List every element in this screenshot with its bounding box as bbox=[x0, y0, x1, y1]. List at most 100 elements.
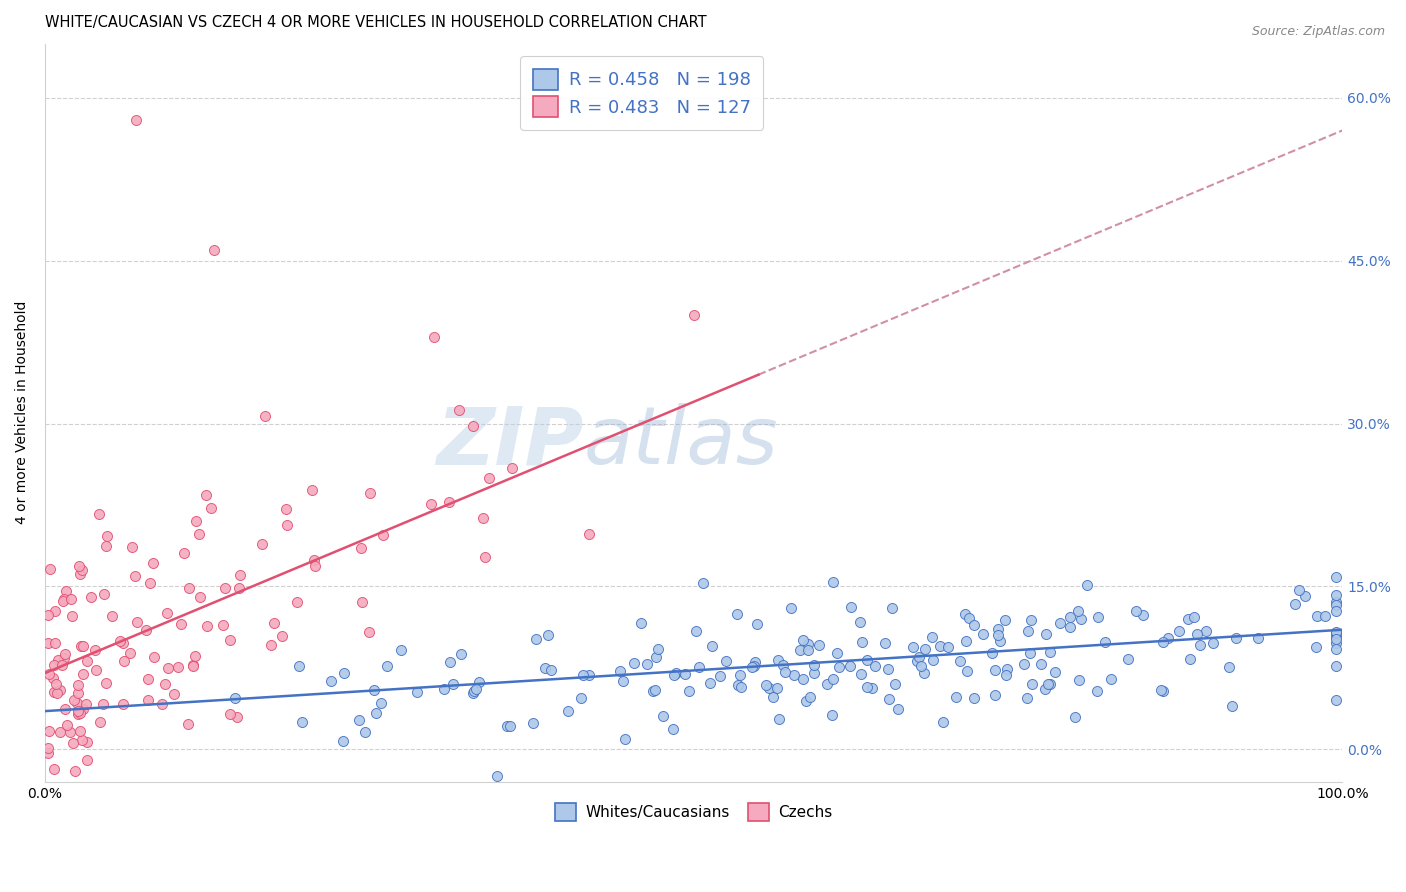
Point bbox=[1039, 645, 1062, 659]
Point bbox=[44, 604, 66, 618]
Point bbox=[112, 636, 135, 650]
Point bbox=[276, 501, 298, 516]
Point bbox=[1324, 692, 1347, 706]
Point bbox=[150, 697, 173, 711]
Point bbox=[1218, 660, 1240, 674]
Point bbox=[860, 681, 883, 695]
Point bbox=[905, 655, 928, 669]
Point bbox=[406, 684, 429, 698]
Point bbox=[94, 540, 117, 554]
Point bbox=[69, 723, 91, 738]
Point bbox=[1324, 632, 1347, 646]
Point bbox=[1324, 570, 1347, 584]
Point bbox=[1085, 684, 1108, 698]
Point bbox=[94, 676, 117, 690]
Point bbox=[665, 666, 688, 681]
Point bbox=[873, 636, 896, 650]
Y-axis label: 4 or more Vehicles in Household: 4 or more Vehicles in Household bbox=[15, 301, 30, 524]
Point bbox=[465, 682, 488, 697]
Point bbox=[1284, 597, 1306, 611]
Point bbox=[921, 631, 943, 645]
Point bbox=[987, 628, 1010, 642]
Point bbox=[1324, 636, 1347, 650]
Point bbox=[571, 668, 593, 682]
Point bbox=[796, 637, 818, 651]
Point bbox=[1015, 690, 1038, 705]
Point bbox=[912, 666, 935, 681]
Point bbox=[177, 717, 200, 731]
Point bbox=[1021, 613, 1043, 627]
Point bbox=[540, 663, 562, 677]
Point bbox=[945, 690, 967, 704]
Point bbox=[463, 684, 485, 698]
Point bbox=[202, 243, 225, 257]
Point bbox=[578, 527, 600, 541]
Point bbox=[271, 629, 294, 643]
Point bbox=[167, 660, 190, 674]
Point bbox=[76, 735, 98, 749]
Point bbox=[797, 643, 820, 657]
Point bbox=[195, 488, 218, 502]
Point bbox=[936, 640, 959, 655]
Point bbox=[62, 736, 84, 750]
Point bbox=[662, 723, 685, 737]
Point bbox=[685, 624, 707, 639]
Point bbox=[352, 595, 374, 609]
Point bbox=[70, 732, 93, 747]
Point bbox=[437, 495, 460, 509]
Point bbox=[744, 655, 766, 669]
Point bbox=[533, 661, 555, 675]
Point bbox=[612, 673, 634, 688]
Point bbox=[823, 672, 845, 686]
Point bbox=[359, 485, 381, 500]
Point bbox=[1157, 632, 1180, 646]
Point bbox=[118, 646, 141, 660]
Point bbox=[709, 668, 731, 682]
Point bbox=[62, 609, 84, 624]
Point bbox=[1069, 673, 1091, 687]
Point bbox=[1094, 635, 1116, 649]
Point bbox=[799, 690, 821, 705]
Point bbox=[761, 690, 783, 704]
Point bbox=[988, 634, 1011, 648]
Point bbox=[83, 643, 105, 657]
Point bbox=[72, 702, 94, 716]
Point bbox=[439, 655, 461, 669]
Point bbox=[48, 653, 70, 667]
Point bbox=[1324, 626, 1347, 640]
Point bbox=[163, 687, 186, 701]
Point bbox=[882, 600, 904, 615]
Point bbox=[578, 668, 600, 682]
Point bbox=[37, 746, 59, 760]
Point bbox=[789, 643, 811, 657]
Point bbox=[825, 646, 848, 660]
Point bbox=[499, 719, 522, 733]
Point bbox=[42, 685, 65, 699]
Point bbox=[984, 689, 1007, 703]
Point bbox=[803, 665, 825, 680]
Point bbox=[441, 677, 464, 691]
Point bbox=[765, 681, 787, 696]
Point bbox=[121, 541, 143, 555]
Point bbox=[229, 568, 252, 582]
Point bbox=[70, 563, 93, 577]
Point bbox=[66, 696, 89, 710]
Point bbox=[699, 676, 721, 690]
Point bbox=[181, 658, 204, 673]
Point bbox=[252, 537, 274, 551]
Point bbox=[53, 591, 76, 606]
Text: WHITE/CAUCASIAN VS CZECH 4 OR MORE VEHICLES IN HOUSEHOLD CORRELATION CHART: WHITE/CAUCASIAN VS CZECH 4 OR MORE VEHIC… bbox=[45, 15, 707, 30]
Point bbox=[803, 657, 825, 672]
Point bbox=[855, 653, 877, 667]
Point bbox=[52, 594, 75, 608]
Point bbox=[851, 635, 873, 649]
Point bbox=[1064, 709, 1087, 723]
Point bbox=[702, 639, 724, 653]
Point bbox=[949, 654, 972, 668]
Point bbox=[783, 667, 806, 681]
Point bbox=[1070, 612, 1092, 626]
Point bbox=[467, 675, 489, 690]
Point bbox=[124, 568, 146, 582]
Point bbox=[730, 680, 752, 694]
Point bbox=[1324, 588, 1347, 602]
